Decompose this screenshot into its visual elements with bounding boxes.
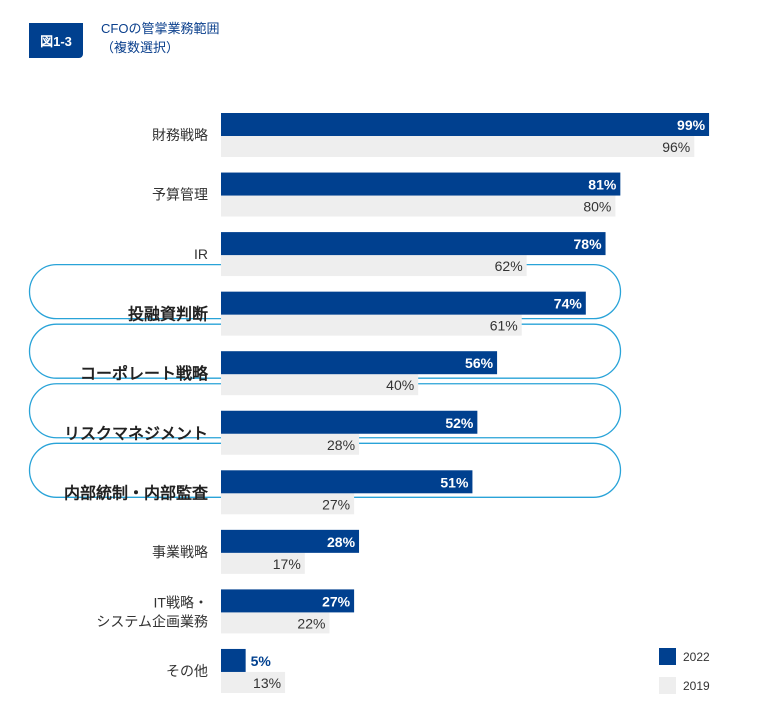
bar-2022	[221, 648, 246, 672]
legend-label-2022: 2022	[683, 650, 710, 664]
category-label-line: IT戦略・	[154, 594, 208, 610]
bar-2019	[221, 552, 305, 574]
value-label-2019: 80%	[583, 199, 611, 215]
value-label-2022: 99%	[677, 117, 706, 133]
category-label: 予算管理	[152, 187, 208, 203]
value-label-2019: 17%	[273, 556, 301, 572]
category-label: 事業戦略	[152, 544, 208, 560]
category-label-line: システム企画業務	[96, 613, 208, 629]
bar-2019	[221, 612, 330, 634]
bar-2019	[221, 374, 419, 396]
value-label-2019: 40%	[386, 377, 414, 393]
category-label: 財務戦略	[152, 127, 208, 143]
legend-swatch-2019	[659, 677, 676, 694]
chart-title-line1: CFOの管掌業務範囲	[101, 21, 220, 36]
bar-2019	[221, 493, 355, 515]
bar-2022	[221, 172, 621, 196]
bar-2019	[221, 255, 527, 277]
value-label-2019: 28%	[327, 437, 355, 453]
bar-2019	[221, 195, 616, 217]
value-label-2022: 74%	[554, 296, 583, 312]
bar-2019	[221, 433, 360, 455]
category-label: IR	[194, 246, 208, 262]
value-label-2019: 22%	[297, 615, 325, 631]
value-label-2022: 56%	[465, 355, 494, 371]
bar-2022	[221, 470, 473, 494]
bar-2019	[221, 136, 695, 157]
legend-label-2019: 2019	[683, 679, 710, 693]
bar-2022	[221, 113, 710, 136]
bar-2022	[221, 351, 498, 375]
chart-title: CFOの管掌業務範囲 （複数選択）	[101, 19, 219, 57]
category-label: その他	[166, 663, 208, 679]
bar-2019	[221, 314, 522, 336]
legend-swatch-2022	[659, 648, 676, 665]
value-label-2019: 96%	[662, 139, 690, 155]
value-label-2019: 61%	[490, 318, 518, 334]
category-label: リスクマネジメント	[64, 425, 208, 443]
value-label-2022: 27%	[322, 593, 351, 609]
value-label-2022: 51%	[440, 474, 469, 490]
value-label-2022: 5%	[251, 653, 272, 669]
figure-number-badge: 図1-3	[29, 23, 83, 58]
chart-title-line2: （複数選択）	[101, 40, 180, 55]
value-label-2022: 28%	[327, 534, 356, 550]
value-label-2019: 13%	[253, 675, 281, 691]
category-label: 投融資判断	[128, 305, 208, 324]
value-label-2022: 52%	[445, 415, 474, 431]
value-label-2019: 27%	[322, 496, 350, 512]
value-label-2022: 78%	[574, 236, 603, 252]
category-label: IT戦略・システム企画業務	[96, 594, 208, 629]
bar-2022	[221, 232, 606, 256]
bar-2022	[221, 410, 478, 434]
bar-2022	[221, 291, 586, 315]
value-label-2019: 62%	[495, 258, 523, 274]
bar-2022	[221, 529, 360, 553]
category-label: 内部統制・内部監査	[64, 483, 208, 502]
category-label: コーポレート戦略	[80, 364, 209, 383]
value-label-2022: 81%	[588, 177, 617, 193]
bar-2022	[221, 589, 355, 613]
bar-2019	[221, 671, 286, 693]
